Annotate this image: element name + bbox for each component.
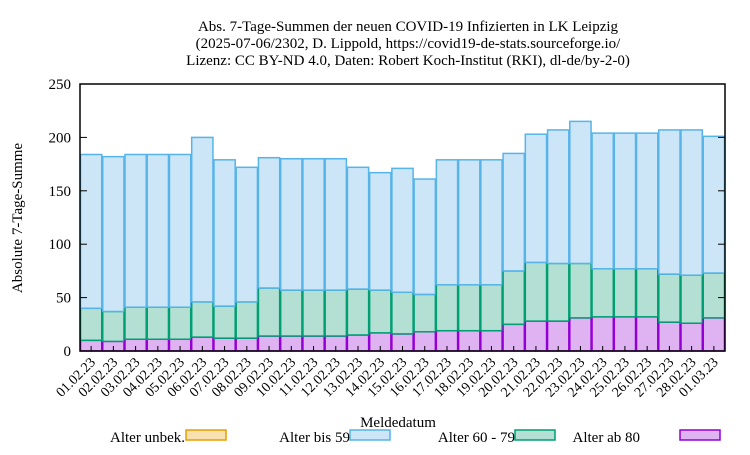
bar-alter-60-79-0 <box>79 307 103 342</box>
bar-alter-bis-59-16 <box>435 159 459 286</box>
bar-alter-60-79-21 <box>546 262 570 322</box>
bar-alter-60-79-13 <box>368 289 392 334</box>
bar-alter-60-79-20 <box>524 261 548 322</box>
bar-alter-bis-59-27 <box>680 129 704 276</box>
y-tick-label: 200 <box>49 130 72 146</box>
bar-alter-60-79-22 <box>569 262 592 319</box>
bar-alter-bis-59-26 <box>658 129 681 275</box>
bar-alter-bis-59-8 <box>257 156 281 289</box>
legend-swatch <box>349 429 391 441</box>
x-axis-label: Meldedatum <box>360 415 436 431</box>
y-tick-label: 0 <box>64 344 72 360</box>
bar-alter-bis-59-12 <box>346 166 370 290</box>
bar-alter-60-79-7 <box>235 301 259 339</box>
bar-alter-bis-59-2 <box>124 153 147 308</box>
bar-alter-60-79-4 <box>168 306 192 341</box>
bar-alter-60-79-24 <box>613 268 637 318</box>
legend-swatch <box>185 429 227 441</box>
bar-alter-ab-80-25 <box>635 316 659 352</box>
bar-alter-60-79-26 <box>658 273 681 323</box>
bar-alter-60-79-23 <box>591 268 615 318</box>
bar-alter-bis-59-3 <box>146 153 170 308</box>
x-axis: 01.02.2302.02.2303.02.2304.02.2305.02.23… <box>54 346 722 400</box>
bar-alter-60-79-18 <box>480 284 503 332</box>
bar-alter-60-79-6 <box>213 305 236 339</box>
legend-label: Alter 60 - 79 <box>438 430 515 446</box>
bar-alter-bis-59-18 <box>480 159 503 286</box>
y-axis-label: Absolute 7-Tage-Summe <box>10 143 26 294</box>
bar-alter-bis-59-23 <box>591 132 615 270</box>
chart-title: Abs. 7-Tage-Summen der neuen COVID-19 In… <box>186 19 630 69</box>
legend-label: Alter bis 59 <box>279 430 350 446</box>
title-line-2: (2025-07-06/2302, D. Lippold, https://co… <box>196 36 621 52</box>
legend-label: Alter unbek. <box>110 430 185 446</box>
bar-alter-bis-59-17 <box>457 159 481 286</box>
bar-alter-60-79-9 <box>279 289 303 337</box>
y-tick-label: 50 <box>56 291 71 307</box>
bar-alter-bis-59-24 <box>613 132 637 270</box>
bar-alter-bis-59-10 <box>302 158 325 291</box>
bar-alter-bis-59-4 <box>168 153 192 308</box>
bar-alter-60-79-3 <box>146 306 170 341</box>
y-tick-label: 250 <box>49 77 72 93</box>
y-tick-label: 150 <box>49 184 72 200</box>
legend-label: Alter ab 80 <box>573 430 640 446</box>
bar-alter-bis-59-6 <box>213 159 236 307</box>
bar-alter-60-79-14 <box>391 291 414 335</box>
bar-alter-ab-80-23 <box>591 316 615 352</box>
bar-alter-bis-59-15 <box>413 178 437 296</box>
bar-alter-bis-59-7 <box>235 166 259 303</box>
bar-alter-bis-59-9 <box>279 158 303 291</box>
bar-alter-60-79-2 <box>124 306 147 341</box>
bar-alter-bis-59-13 <box>368 171 392 291</box>
bar-alter-60-79-1 <box>101 310 125 343</box>
bar-alter-60-79-19 <box>502 270 526 326</box>
y-tick-label: 100 <box>49 237 72 253</box>
bar-alter-60-79-8 <box>257 287 281 337</box>
title-line-1: Abs. 7-Tage-Summen der neuen COVID-19 In… <box>198 19 619 35</box>
bar-alter-60-79-25 <box>635 268 659 318</box>
bar-alter-bis-59-11 <box>324 158 348 291</box>
bar-alter-bis-59-14 <box>391 167 414 294</box>
bars <box>79 120 726 352</box>
bar-alter-bis-59-19 <box>502 152 526 272</box>
bar-alter-bis-59-28 <box>702 135 726 274</box>
bar-alter-60-79-11 <box>324 289 348 337</box>
bar-alter-bis-59-22 <box>569 120 592 265</box>
bar-alter-bis-59-1 <box>101 155 125 313</box>
legend-swatch <box>514 429 556 441</box>
bar-alter-60-79-17 <box>457 284 481 332</box>
legend-swatch <box>679 429 721 441</box>
title-line-3: Lizenz: CC BY-ND 4.0, Daten: Robert Koch… <box>186 53 630 69</box>
bar-alter-60-79-16 <box>435 284 459 332</box>
bar-alter-bis-59-25 <box>635 132 659 270</box>
y-axis: 0 50 100 150 200 250 <box>49 77 725 360</box>
bar-alter-60-79-28 <box>702 272 726 319</box>
bar-alter-60-79-5 <box>190 301 214 338</box>
bar-alter-bis-59-21 <box>546 129 570 265</box>
bar-alter-ab-80-24 <box>613 316 637 352</box>
bar-alter-60-79-27 <box>680 274 704 324</box>
bar-alter-bis-59-0 <box>79 153 103 310</box>
bar-alter-bis-59-20 <box>524 133 548 264</box>
bar-alter-bis-59-5 <box>190 136 214 303</box>
bar-alter-60-79-12 <box>346 288 370 336</box>
bar-alter-60-79-10 <box>302 289 325 337</box>
legend: Alter unbek. Alter bis 59 Alter 60 - 79 Alt… <box>110 429 721 446</box>
bar-alter-60-79-15 <box>413 293 437 333</box>
